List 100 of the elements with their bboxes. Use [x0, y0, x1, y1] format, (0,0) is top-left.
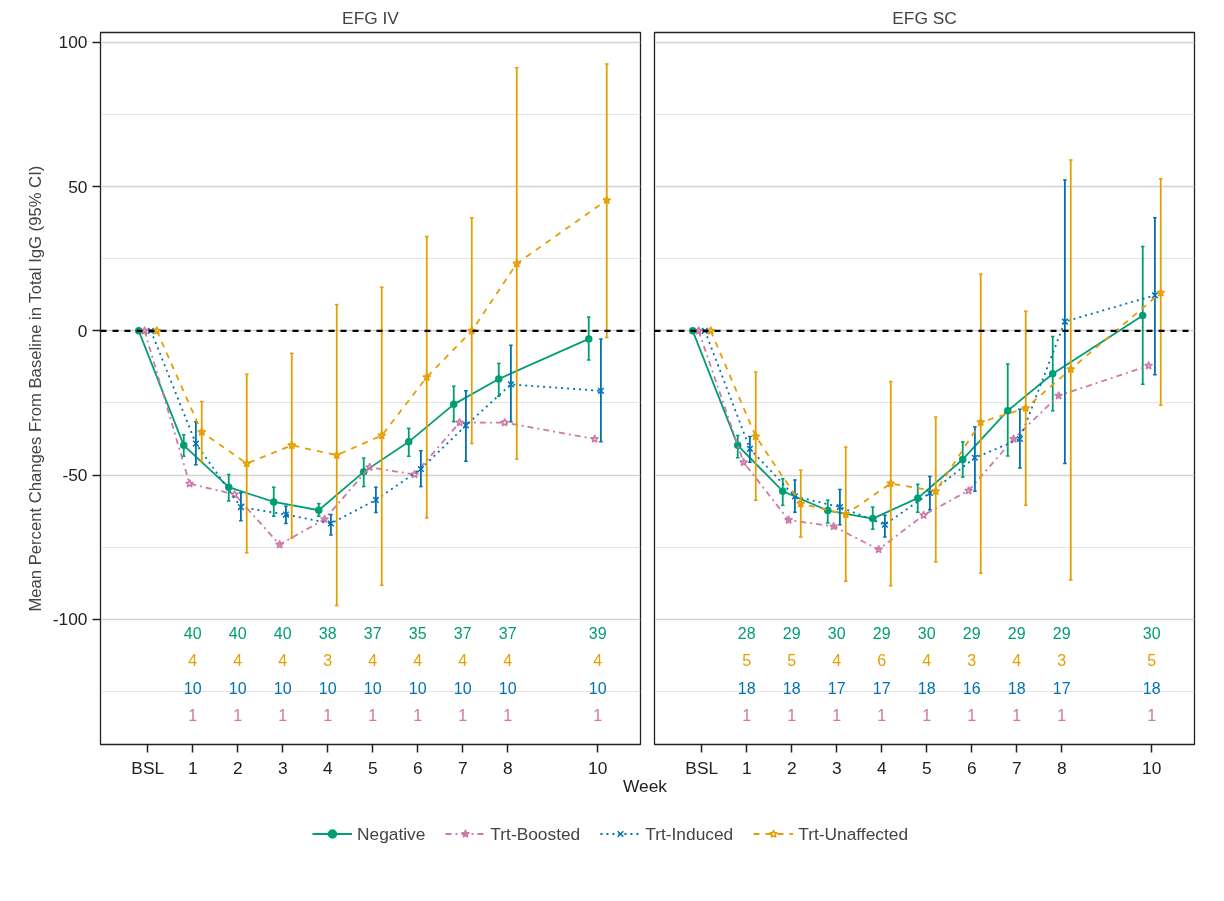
annotation: 17: [872, 679, 891, 697]
annotation: 10: [273, 679, 292, 697]
annotation: 29: [782, 625, 801, 643]
annotation: 30: [827, 625, 846, 643]
x-tick-label: 1: [187, 757, 198, 778]
legend-label: Negative: [356, 823, 426, 845]
annotation: 1: [503, 706, 513, 724]
annotation: 1: [323, 706, 333, 724]
annotation: 17: [827, 679, 846, 697]
legend-label: Trt-Unaffected: [798, 823, 909, 845]
annotation: 29: [1007, 625, 1026, 643]
x-tick-label: 2: [232, 757, 243, 778]
x-tick-label: 4: [876, 757, 887, 778]
annotation: 10: [363, 679, 382, 697]
annotation: 4: [503, 652, 513, 670]
annotation: 1: [787, 706, 797, 724]
annotation: 40: [273, 625, 292, 643]
y-tick-label: -100: [52, 609, 88, 630]
annotation: 18: [782, 679, 801, 697]
x-tick-label: 3: [277, 757, 288, 778]
annotation: 18: [737, 679, 756, 697]
annotation: 4: [233, 652, 243, 670]
annotation: 10: [408, 679, 427, 697]
annotation: 30: [1142, 625, 1161, 643]
y-tick-label: 0: [77, 320, 88, 341]
annotation: 10: [588, 679, 607, 697]
annotation: 10: [228, 679, 247, 697]
annotation: 37: [498, 625, 517, 643]
annotation: 4: [368, 652, 378, 670]
annotation: 40: [228, 625, 247, 643]
annotation: 1: [1012, 706, 1022, 724]
annotation: 4: [593, 652, 603, 670]
annotation: 1: [413, 706, 423, 724]
annotation: 30: [917, 625, 936, 643]
chart-title: EFG IV: [342, 7, 400, 28]
annotation: 10: [498, 679, 517, 697]
annotation: 18: [1142, 679, 1161, 697]
annotation: 18: [1007, 679, 1026, 697]
annotation: 28: [737, 625, 756, 643]
annotation: 1: [967, 706, 977, 724]
x-tick-label: 6: [966, 757, 977, 778]
annotation: 29: [1052, 625, 1071, 643]
annotation: 35: [408, 625, 427, 643]
x-tick-label: 5: [921, 757, 932, 778]
annotation: 18: [917, 679, 936, 697]
annotation: 37: [453, 625, 472, 643]
annotation: 5: [742, 652, 752, 670]
x-tick-label: 8: [1056, 757, 1067, 778]
legend-label: Trt-Boosted: [490, 823, 581, 845]
annotation: 16: [962, 679, 981, 697]
annotation: 17: [1052, 679, 1071, 697]
annotation: 4: [1012, 652, 1022, 670]
x-tick-label: BSL: [131, 757, 165, 778]
annotation: 10: [318, 679, 337, 697]
annotation: 1: [1147, 706, 1157, 724]
annotation: 10: [183, 679, 202, 697]
annotation: 29: [962, 625, 981, 643]
annotation: 10: [453, 679, 472, 697]
annotation: 4: [188, 652, 198, 670]
annotation: 38: [318, 625, 337, 643]
annotation: 3: [967, 652, 977, 670]
annotation: 1: [458, 706, 468, 724]
annotation: 1: [368, 706, 378, 724]
annotation: 4: [458, 652, 468, 670]
x-tick-label: 1: [741, 757, 752, 778]
annotation: 5: [1147, 652, 1157, 670]
annotation: 1: [922, 706, 932, 724]
x-tick-label: 10: [1142, 757, 1162, 778]
annotation: 4: [922, 652, 932, 670]
y-tick-label: 100: [58, 32, 88, 53]
annotation: 40: [183, 625, 202, 643]
annotation: 1: [742, 706, 752, 724]
annotation: 4: [278, 652, 288, 670]
y-tick-label: -50: [62, 465, 88, 486]
x-tick-label: 10: [588, 757, 608, 778]
annotation: 39: [588, 625, 607, 643]
x-tick-label: 7: [457, 757, 468, 778]
annotation: 1: [1057, 706, 1067, 724]
x-tick-label: 5: [367, 757, 378, 778]
annotation: 1: [593, 706, 603, 724]
x-tick-label: BSL: [685, 757, 719, 778]
annotation: 3: [1057, 652, 1067, 670]
x-tick-label: 8: [502, 757, 513, 778]
x-axis-title: Week: [623, 775, 667, 798]
annotation: 37: [363, 625, 382, 643]
x-tick-label: 6: [412, 757, 423, 778]
annotation: 1: [188, 706, 198, 724]
annotation: 1: [832, 706, 842, 724]
y-tick-label: 50: [68, 176, 88, 197]
annotation: 1: [877, 706, 887, 724]
annotation: 3: [323, 652, 333, 670]
annotation: 1: [233, 706, 243, 724]
annotation: 29: [872, 625, 891, 643]
legend-label: Trt-Induced: [645, 823, 734, 845]
annotation: 4: [413, 652, 423, 670]
annotation: 5: [787, 652, 797, 670]
x-tick-label: 2: [786, 757, 797, 778]
annotation: 4: [832, 652, 842, 670]
chart-title: EFG SC: [892, 7, 957, 28]
x-tick-label: 3: [831, 757, 842, 778]
